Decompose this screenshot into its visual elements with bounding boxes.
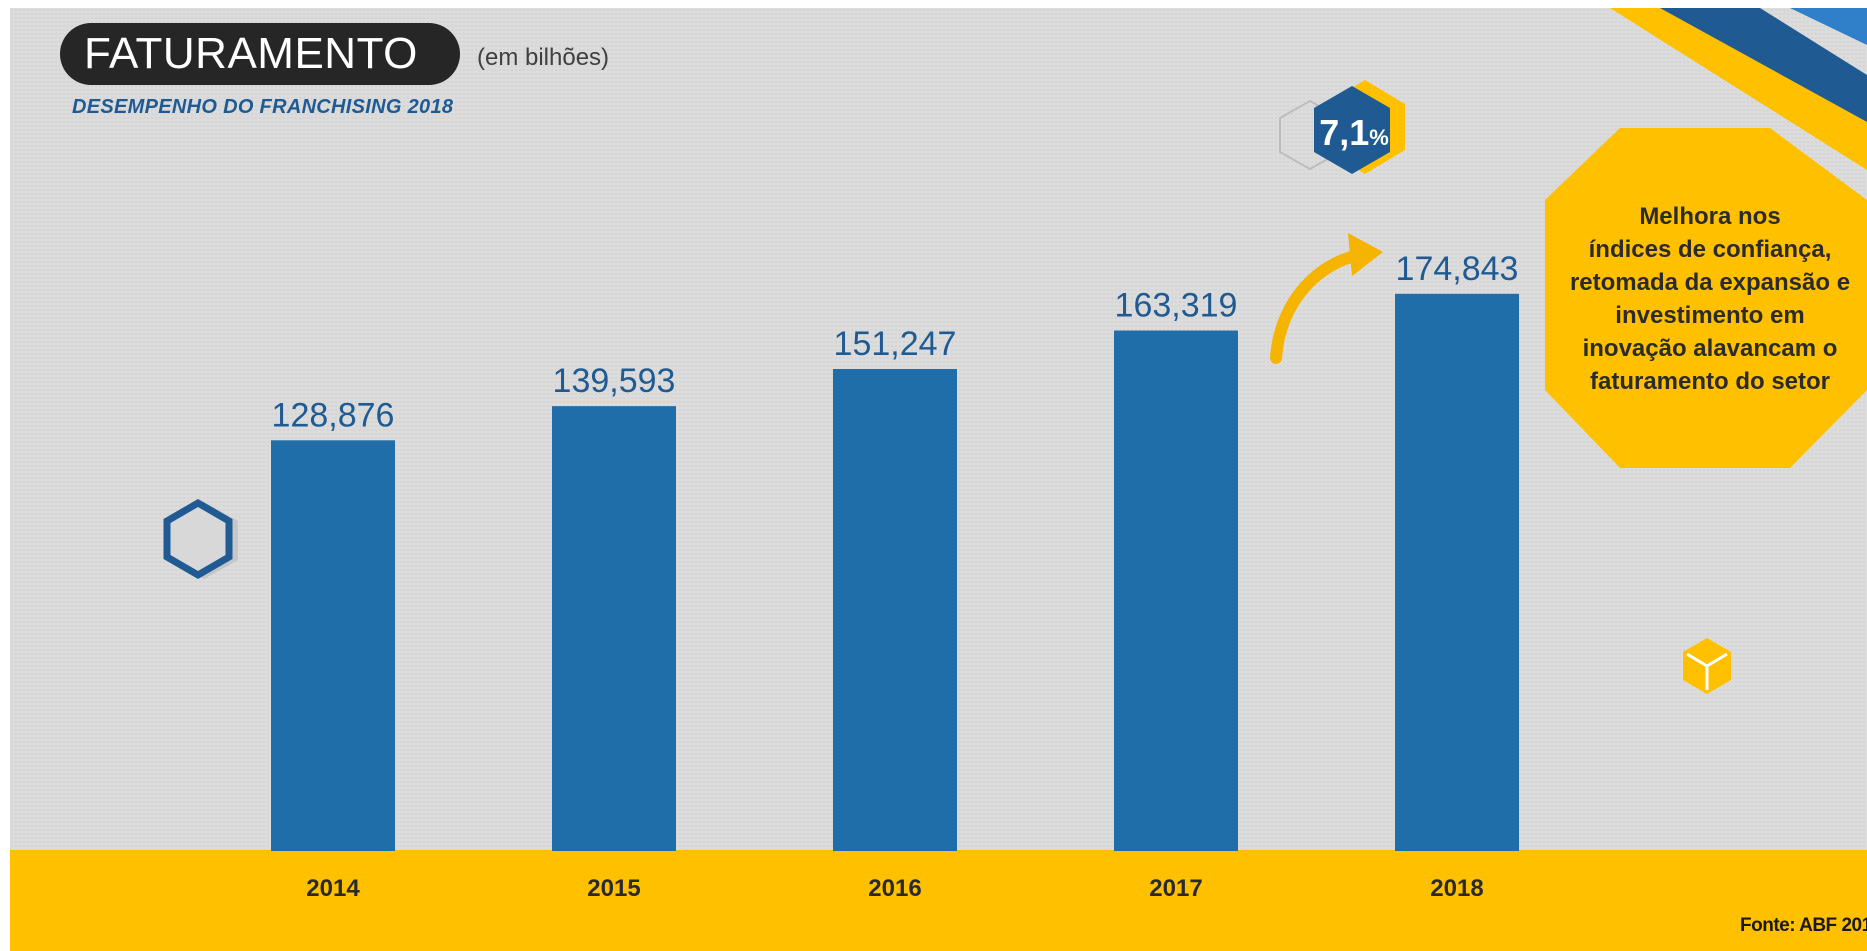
- cube-icon: [1683, 638, 1731, 694]
- category-label-2017: 2017: [1149, 875, 1202, 902]
- callout-hexagon: [1545, 128, 1867, 468]
- bar-2016: [833, 368, 957, 851]
- bars-layer: 128,876 2014 139,593 2015 151,247 2016 163,319…: [271, 250, 1519, 902]
- value-label-2016: 151,247: [834, 325, 957, 363]
- category-band: [10, 850, 1867, 951]
- page-title: FATURAMENTO: [60, 23, 460, 85]
- bar-2014: [271, 440, 395, 851]
- unit-note: (em bilhões): [477, 44, 610, 71]
- callout-line: índices de confiança,: [1588, 236, 1832, 263]
- growth-value: 7,1: [1319, 112, 1370, 153]
- category-label-2018: 2018: [1430, 875, 1483, 902]
- category-label-2016: 2016: [868, 875, 921, 902]
- source-note: Fonte: ABF 201: [1740, 915, 1867, 936]
- bar-2015: [552, 406, 676, 851]
- hexagon-decoration-left: [163, 498, 238, 580]
- corner-stripes-decoration: [1610, 8, 1867, 170]
- growth-badge: [1279, 80, 1405, 174]
- callout-line: investimento em: [1615, 302, 1805, 329]
- category-label-2015: 2015: [587, 875, 640, 902]
- callout-line: inovação alavancam o: [1582, 335, 1838, 362]
- value-label-2015: 139,593: [553, 362, 676, 400]
- growth-arrow-icon: [1270, 233, 1383, 364]
- callout-line: Melhora nos: [1639, 203, 1781, 230]
- value-label-2017: 163,319: [1115, 287, 1238, 325]
- chart-subtitle: DESEMPENHO DO FRANCHISING 2018: [72, 96, 454, 118]
- value-label-2014: 128,876: [272, 396, 395, 434]
- growth-unit: %: [1369, 125, 1389, 150]
- bar-2017: [1114, 330, 1238, 851]
- callout-text: Melhora nos índices de confiança, retoma…: [1550, 200, 1867, 398]
- callout-line: retomada da expansão e: [1569, 269, 1851, 296]
- value-label-2018: 174,843: [1396, 250, 1519, 288]
- callout-line: faturamento do setor: [1589, 368, 1831, 395]
- growth-badge-label: 7,1%: [1304, 108, 1404, 163]
- category-label-2014: 2014: [306, 875, 360, 902]
- bar-2018: [1395, 293, 1519, 851]
